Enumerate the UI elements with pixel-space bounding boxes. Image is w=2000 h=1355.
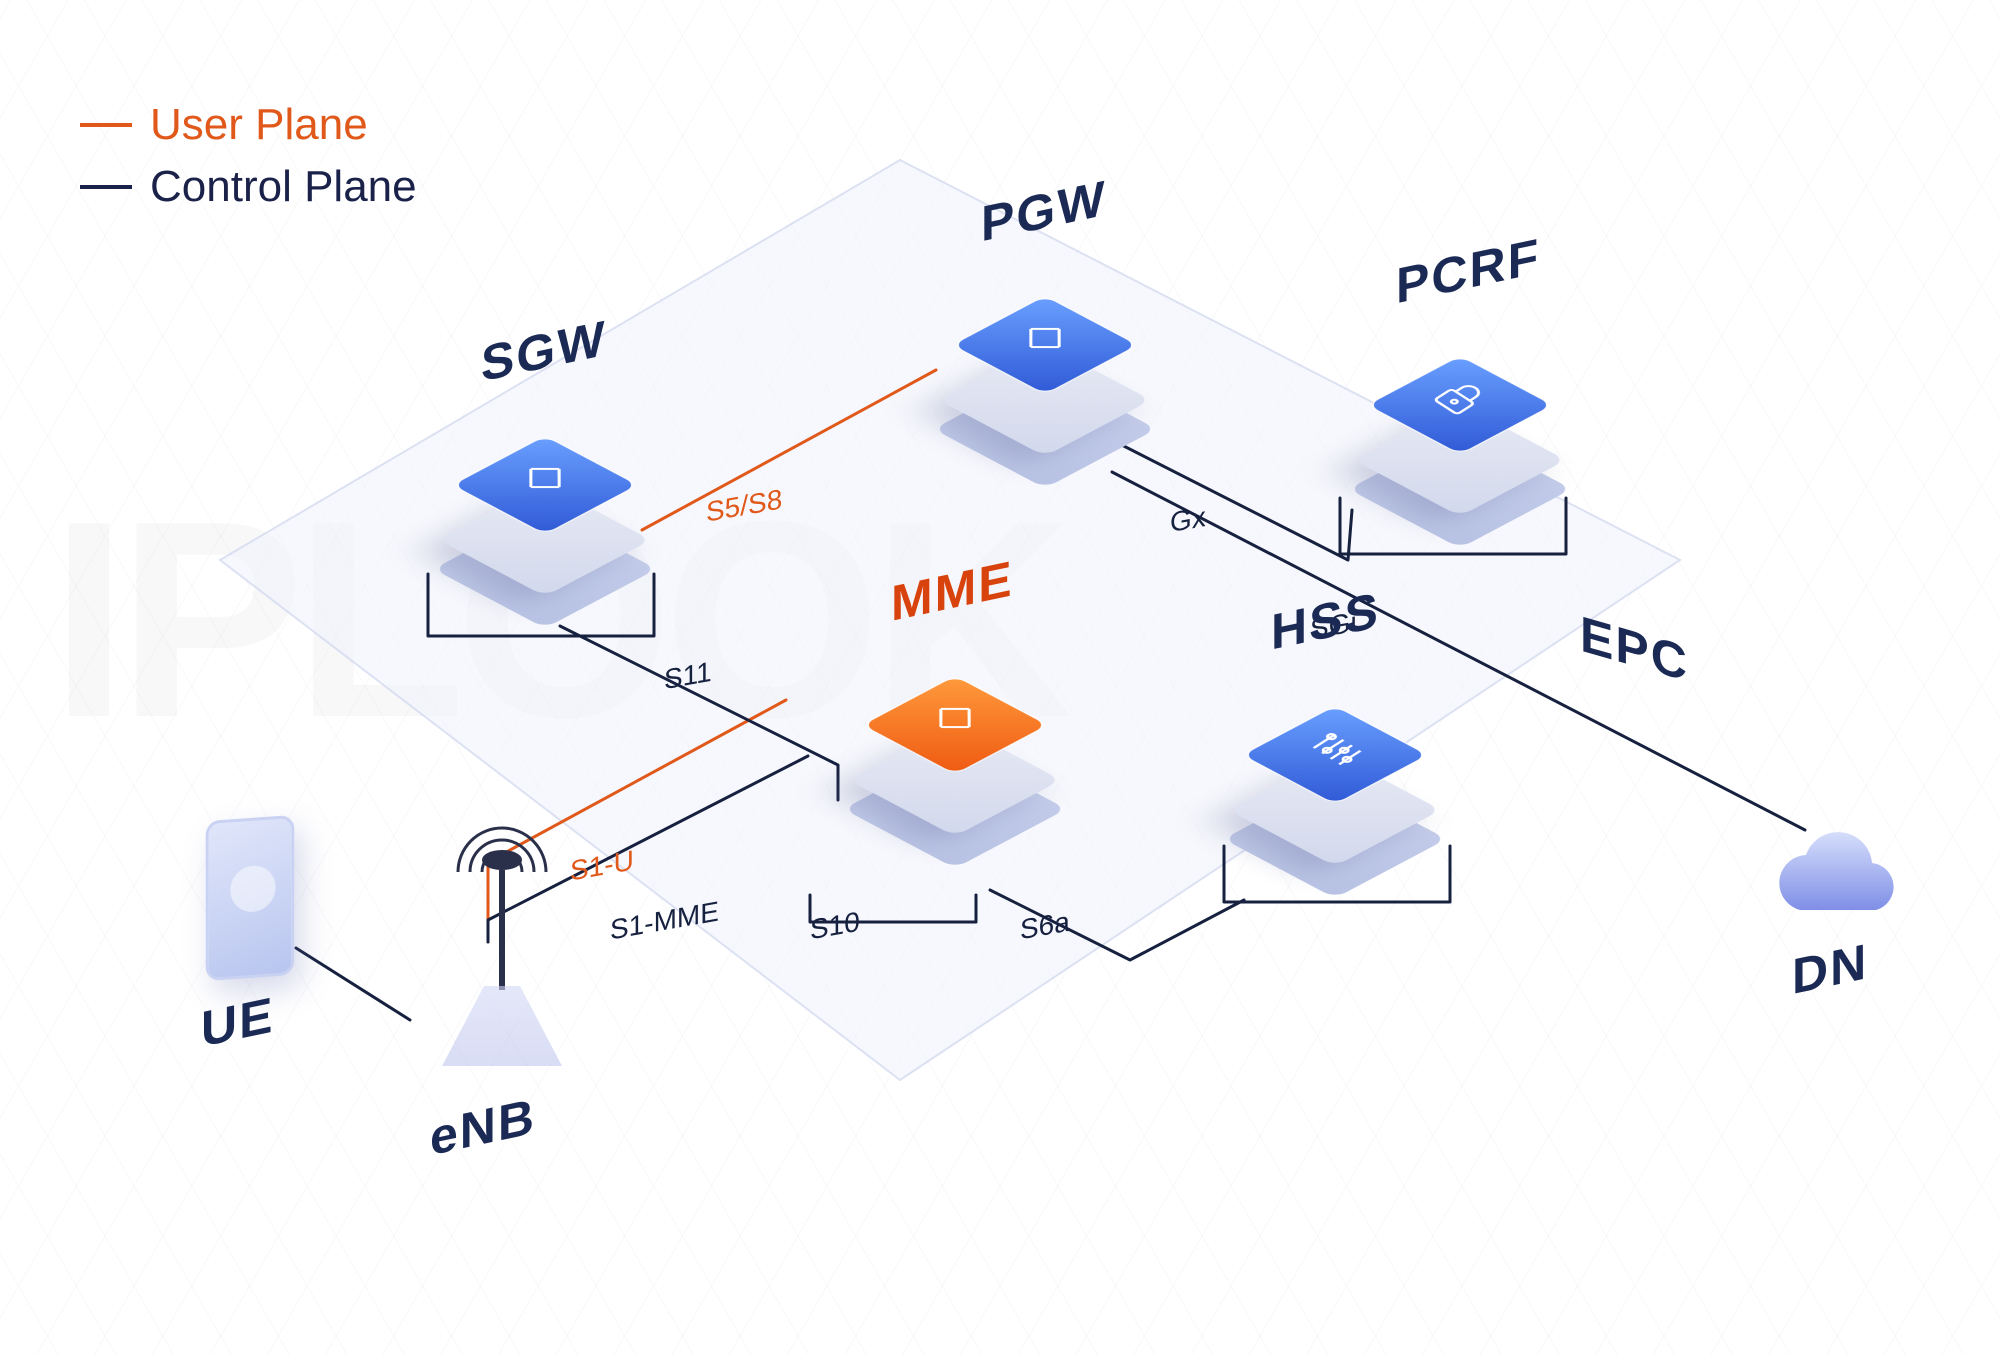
- edge-label-gx: Gx: [1170, 501, 1206, 539]
- diagram-layer: S1-US5/S8S1-MMES11S10S6aGxSGiUEeNBSGWMME…: [0, 0, 2000, 1355]
- node-hss: [1235, 690, 1435, 870]
- node-pcrf: [1360, 340, 1560, 520]
- node-sgw: [445, 420, 645, 600]
- node-label-sgw: SGW: [481, 309, 606, 394]
- edge-label-s11: S11: [664, 656, 712, 696]
- cloud-icon: [1760, 830, 1920, 930]
- edge-label-s10: S10: [810, 906, 860, 947]
- node-label-dn: DN: [1792, 932, 1868, 1006]
- node-label-ue: UE: [201, 985, 274, 1059]
- node-label-enb: eNB: [430, 1087, 536, 1168]
- node-pgw: [945, 280, 1145, 460]
- node-label-hss: HSS: [1271, 580, 1380, 661]
- edge-label-s1u: S1-U: [570, 844, 634, 887]
- antenna-icon: [442, 858, 562, 1066]
- node-label-pgw: PGW: [981, 169, 1106, 254]
- signal-wave-icon: [442, 812, 562, 897]
- node-mme: [855, 660, 1055, 840]
- node-label-epc: EPC: [1580, 604, 1689, 693]
- edge-label-s1mme: S1-MME: [610, 895, 719, 946]
- node-label-pcrf: PCRF: [1396, 227, 1540, 316]
- node-label-mme: MME: [891, 549, 1014, 633]
- edge-label-s5s8: S5/S8: [706, 483, 782, 528]
- phone-icon: [206, 815, 295, 981]
- edge-label-s6a: S6a: [1020, 906, 1070, 947]
